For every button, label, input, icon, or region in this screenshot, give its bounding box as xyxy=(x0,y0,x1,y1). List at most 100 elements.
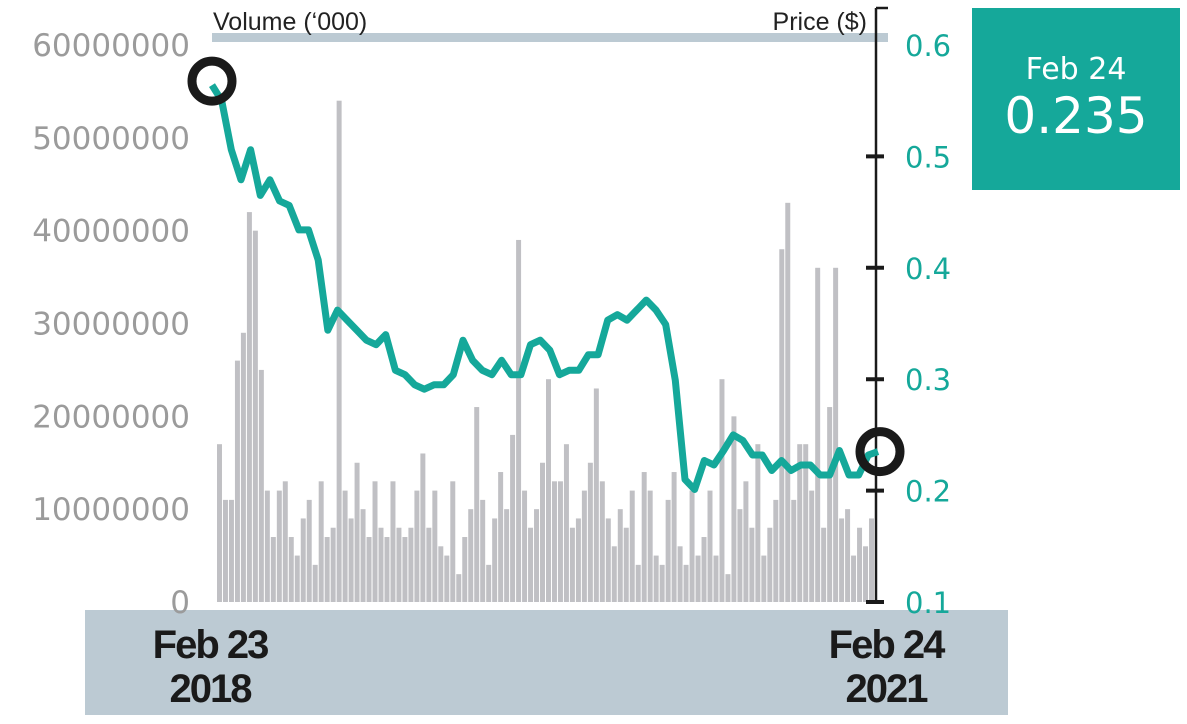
volume-bar xyxy=(324,537,330,602)
volume-bar xyxy=(623,527,629,602)
volume-tick-label: 30000000 xyxy=(32,307,190,343)
volume-bar xyxy=(456,574,462,602)
volume-bar xyxy=(366,537,372,602)
volume-bar xyxy=(845,509,851,602)
volume-bar xyxy=(737,509,743,602)
volume-bar xyxy=(719,379,725,602)
volume-bar xyxy=(354,462,360,602)
volume-bar xyxy=(498,472,504,602)
price-tick-label: 0.4 xyxy=(905,252,951,286)
volume-bar xyxy=(360,509,366,602)
volume-bar xyxy=(522,490,528,602)
volume-bar xyxy=(294,555,300,602)
volume-bar xyxy=(701,537,707,602)
volume-bar xyxy=(402,537,408,602)
volume-bar xyxy=(288,537,294,602)
price-tick-label: 0.3 xyxy=(905,363,951,397)
volume-bar xyxy=(408,527,414,602)
volume-bar xyxy=(839,518,845,602)
x-label-start-date: Feb 23 xyxy=(153,623,268,667)
volume-bar xyxy=(474,407,480,602)
volume-bar xyxy=(725,574,731,602)
volume-bar xyxy=(228,499,234,602)
volume-bar xyxy=(647,490,653,602)
volume-bar xyxy=(264,490,270,602)
volume-bar xyxy=(384,537,390,602)
volume-bar xyxy=(234,360,240,602)
volume-bar xyxy=(546,379,551,602)
volume-bar xyxy=(504,509,510,602)
volume-bar xyxy=(791,499,797,602)
volume-bar xyxy=(833,267,839,602)
volume-bar xyxy=(575,518,581,602)
volume-bar xyxy=(336,100,342,602)
volume-tick-label: 40000000 xyxy=(32,214,190,250)
volume-bar xyxy=(653,555,659,602)
volume-bar xyxy=(486,564,492,602)
volume-bar xyxy=(659,564,665,602)
volume-bar xyxy=(222,499,228,602)
volume-bar xyxy=(540,462,545,602)
volume-bar xyxy=(707,490,713,602)
volume-bar xyxy=(767,527,773,602)
volume-bar xyxy=(779,249,785,602)
volume-bar xyxy=(426,527,432,602)
volume-bar xyxy=(593,388,599,602)
volume-bar xyxy=(414,490,420,602)
volume-bar xyxy=(492,518,498,602)
volume-bar xyxy=(755,444,761,602)
volume-bar xyxy=(599,481,605,602)
volume-axis-label: Volume (‘000) xyxy=(213,8,367,36)
volume-bar xyxy=(581,490,587,602)
volume-bar xyxy=(258,369,264,602)
volume-bar xyxy=(857,527,863,602)
volume-bar xyxy=(348,518,354,602)
volume-bar xyxy=(641,472,647,602)
volume-bar xyxy=(246,212,252,602)
volume-bar xyxy=(749,527,755,602)
volume-bar xyxy=(563,444,569,602)
volume-bar xyxy=(342,490,348,602)
volume-bar xyxy=(306,499,312,602)
volume-bar xyxy=(635,564,641,602)
volume-bar xyxy=(438,546,444,602)
volume-tick-label: 60000000 xyxy=(32,28,190,64)
volume-tick-label: 50000000 xyxy=(32,121,190,157)
volume-bar xyxy=(665,499,671,602)
price-axis-label: Price ($) xyxy=(773,8,867,36)
volume-bar xyxy=(480,499,486,602)
price-tick-label: 0.1 xyxy=(905,586,951,620)
volume-bar xyxy=(240,332,246,602)
volume-bar xyxy=(318,481,324,602)
volume-bar xyxy=(270,537,276,602)
callout-date: Feb 24 xyxy=(1025,52,1127,87)
callout-value: 0.235 xyxy=(1004,87,1148,145)
volume-bar xyxy=(677,546,683,602)
volume-bar xyxy=(557,481,563,602)
volume-bar xyxy=(372,481,378,602)
volume-bar xyxy=(300,518,306,602)
volume-bar xyxy=(516,239,522,602)
volume-bar xyxy=(330,527,336,602)
volume-bar xyxy=(462,537,468,602)
volume-bar xyxy=(282,481,288,602)
volume-bar xyxy=(551,481,557,602)
volume-bar xyxy=(821,527,827,602)
price-line xyxy=(209,83,880,493)
volume-bar xyxy=(863,546,869,602)
volume-bar xyxy=(743,481,749,602)
volume-bar xyxy=(468,509,474,602)
volume-bar xyxy=(689,490,695,602)
volume-bar xyxy=(605,518,611,602)
volume-bar xyxy=(611,546,617,602)
volume-tick-label: 10000000 xyxy=(32,492,190,528)
volume-bar xyxy=(785,202,791,603)
volume-bar xyxy=(312,564,318,602)
volume-bar xyxy=(444,555,450,602)
volume-bar xyxy=(827,407,833,602)
volume-bar xyxy=(629,490,635,602)
volume-bar xyxy=(713,555,719,602)
price-tick-label: 0.6 xyxy=(905,29,951,63)
x-axis-band xyxy=(85,610,1008,715)
x-label-end-year: 2021 xyxy=(846,667,929,711)
